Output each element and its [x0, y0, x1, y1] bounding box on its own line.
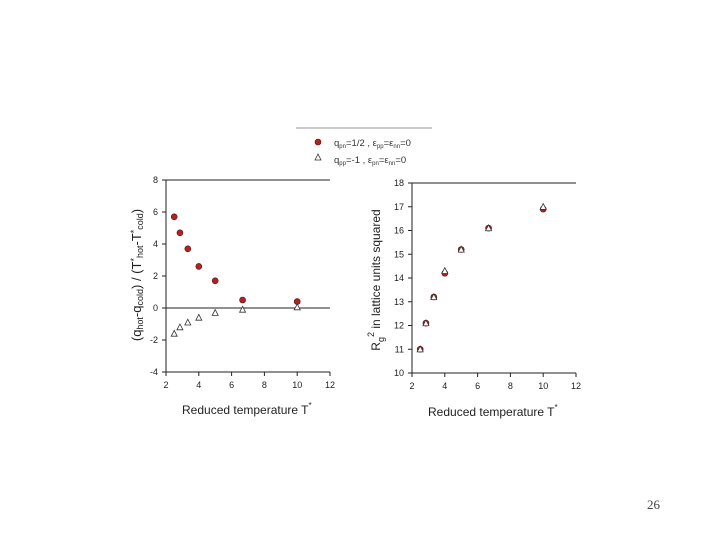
chart-heat-flux-point-series-2: [195, 313, 203, 321]
chart-radius-gyration-xtick-label: 10: [538, 381, 548, 391]
page-number: 26: [647, 497, 660, 512]
chart-heat-flux-xtick-label: 10: [292, 380, 302, 390]
legend: qpn=1/2 , εpp=εnn=0 qpp=-1 , εpn=εnn=0: [296, 127, 432, 167]
chart-heat-flux-point-series-1: [170, 213, 178, 221]
chart-radius-gyration-ytick-label: 10: [394, 368, 404, 378]
chart-heat-flux-point-series-1: [239, 296, 246, 304]
chart-heat-flux-point-series-2: [170, 329, 178, 337]
chart-radius-gyration-ytick-label: 16: [394, 226, 404, 236]
chart-radius-gyration-ylabel: Rg2 in lattice units squared: [366, 209, 386, 350]
chart-radius-gyration-xtick-label: 12: [571, 381, 581, 391]
chart-radius-gyration-xtick-label: 6: [475, 381, 480, 391]
chart-radius-gyration-xtick-label: 2: [409, 381, 414, 391]
chart-radius-gyration-xtick-label: 8: [508, 381, 513, 391]
chart-heat-flux-xtick-label: 6: [229, 380, 234, 390]
chart-heat-flux: -4 -2 0 2 4 6 8 2 4 6 8 10 12 (qhot-qcold) / (T*hot-…: [129, 175, 335, 417]
chart-radius-gyration-ytick-label: 17: [394, 202, 404, 212]
legend-label-series-1: qpn=1/2 , εpp=εnn=0: [334, 138, 411, 150]
chart-radius-gyration-point-series-2: [539, 202, 547, 210]
chart-heat-flux-axes: -4 -2 0 2 4 6 8 2 4 6 8 10 12: [150, 175, 335, 390]
legend-marker-series-1: [314, 138, 322, 146]
chart-radius-gyration-ytick-label: 18: [394, 178, 404, 188]
chart-radius-gyration-point-series-2: [484, 224, 493, 232]
chart-heat-flux-point-series-1: [176, 229, 184, 237]
chart-radius-gyration-xtick-label: 4: [442, 381, 447, 391]
chart-heat-flux-ytick-label: 8: [153, 175, 158, 185]
chart-radius-gyration-ytick-label: 13: [394, 297, 404, 307]
chart-radius-gyration-axes: 10 11 12 13 14 15 16 17 18 2 4 6 8 10 12: [394, 178, 581, 391]
legend-label-series-2: qpp=-1 , εpn=εnn=0: [334, 155, 406, 167]
chart-heat-flux-ytick-label: 2: [153, 271, 158, 281]
chart-heat-flux-ylabel: (qhot-qcold) / (T*hot-T*cold): [129, 209, 145, 341]
chart-heat-flux-ytick-label: 6: [153, 207, 158, 217]
chart-radius-gyration-point-series-2: [422, 319, 430, 327]
legend-marker-series-2: [314, 153, 322, 161]
chart-heat-flux-point-series-1: [211, 277, 219, 285]
chart-heat-flux-xtick-label: 8: [262, 380, 267, 390]
chart-radius-gyration-ytick-label: 15: [394, 249, 404, 259]
chart-radius-gyration: 10 11 12 13 14 15 16 17 18 2 4 6 8 10 12 Rg2 in lattic…: [366, 178, 581, 419]
chart-heat-flux-xtick-label: 2: [163, 380, 168, 390]
chart-radius-gyration-point-series-2: [416, 345, 424, 353]
chart-heat-flux-xtick-label: 4: [196, 380, 201, 390]
chart-radius-gyration-ytick-label: 12: [394, 321, 404, 331]
chart-radius-gyration-point-series-2: [441, 266, 449, 274]
chart-heat-flux-ytick-label: -2: [150, 335, 158, 345]
chart-heat-flux-ytick-label: 4: [153, 239, 158, 249]
chart-radius-gyration-ytick-label: 14: [394, 273, 404, 283]
chart-radius-gyration-marks: [416, 202, 547, 353]
chart-heat-flux-point-series-1: [195, 263, 203, 270]
chart-radius-gyration-xlabel: Reduced temperature T*: [428, 403, 558, 419]
chart-heat-flux-marks: [170, 213, 301, 337]
chart-heat-flux-point-series-2: [176, 323, 184, 331]
chart-radius-gyration-point-series-2: [457, 245, 465, 253]
chart-radius-gyration-ytick-label: 11: [395, 344, 404, 354]
chart-heat-flux-point-series-2: [293, 303, 301, 311]
chart-heat-flux-ytick-label: 0: [153, 303, 158, 313]
chart-heat-flux-point-series-2: [184, 318, 192, 326]
chart-radius-gyration-point-series-2: [430, 292, 438, 301]
chart-heat-flux-point-series-2: [211, 308, 219, 316]
chart-heat-flux-ytick-label: -4: [150, 367, 158, 377]
chart-heat-flux-point-series-2: [238, 305, 247, 313]
chart-heat-flux-xlabel: Reduced temperature T*: [182, 401, 312, 417]
chart-heat-flux-xtick-label: 12: [325, 380, 335, 390]
chart-heat-flux-point-series-1: [184, 245, 192, 253]
